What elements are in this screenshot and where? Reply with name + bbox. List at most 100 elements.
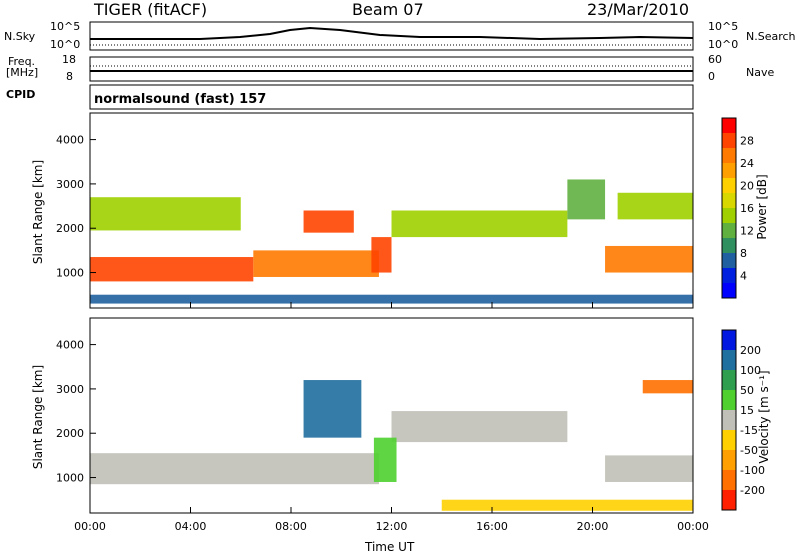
power-cbar-swatch bbox=[722, 133, 736, 149]
power-cbar-swatch bbox=[722, 118, 736, 134]
xtick-label: 20:00 bbox=[577, 520, 609, 533]
power-ytick: 1000 bbox=[56, 267, 84, 280]
beam-title: Beam 07 bbox=[352, 0, 424, 19]
power-cell bbox=[567, 179, 606, 220]
xtick-label: 08:00 bbox=[275, 520, 307, 533]
power-ytick: 3000 bbox=[56, 178, 84, 191]
power-cbar-swatch bbox=[722, 193, 736, 209]
power-cbar-tick: 24 bbox=[740, 157, 754, 170]
velocity-cbar-tick: 15 bbox=[740, 404, 754, 417]
xtick-label: 16:00 bbox=[476, 520, 508, 533]
power-cbar-tick: 12 bbox=[740, 225, 754, 238]
velocity-cell bbox=[90, 453, 379, 485]
velocity-ytick: 1000 bbox=[56, 472, 84, 485]
freq-tick-bottom: 8 bbox=[66, 70, 73, 83]
velocity-cbar-tick: -50 bbox=[740, 444, 758, 457]
axis-ticks: 4000 3000 2000 1000 4000 3000 2000 1000 00:00 04:… bbox=[56, 134, 709, 533]
power-ylabel: Slant Range [km] bbox=[31, 159, 45, 265]
velocity-cbar-swatch bbox=[722, 470, 736, 491]
power-cbar-swatch bbox=[722, 283, 736, 299]
noise-tick-top: 10^5 bbox=[50, 20, 81, 33]
power-cbar-swatch bbox=[722, 268, 736, 284]
nsky-label: N.Sky bbox=[4, 30, 36, 43]
velocity-cell bbox=[642, 380, 693, 394]
xtick-label: 12:00 bbox=[376, 520, 408, 533]
nave-tick-top: 60 bbox=[708, 53, 722, 66]
power-cell bbox=[303, 210, 354, 233]
velocity-colorbar: 200 100 50 15 -15 -50 -100 -200 bbox=[721, 329, 765, 511]
power-cbar-tick: 28 bbox=[740, 135, 754, 148]
xtick-label: 04:00 bbox=[175, 520, 207, 533]
velocity-cbar-tick: -100 bbox=[740, 464, 765, 477]
velocity-cbar-swatch bbox=[722, 350, 736, 371]
nave-tick-bottom: 0 bbox=[708, 70, 715, 83]
velocity-panel bbox=[90, 380, 693, 511]
power-cell bbox=[391, 210, 568, 238]
power-cbar-frame bbox=[721, 117, 737, 299]
power-cell bbox=[605, 245, 693, 273]
nsearch-label: N.Search bbox=[746, 30, 796, 43]
velocity-ytick: 3000 bbox=[56, 383, 84, 396]
velocity-cbar-swatch bbox=[722, 490, 736, 511]
power-cbar-tick: 4 bbox=[740, 270, 747, 283]
velocity-cbar-swatch bbox=[722, 410, 736, 431]
power-panel bbox=[90, 179, 693, 304]
velocity-cell bbox=[303, 380, 362, 438]
xtick-label: 00:00 bbox=[74, 520, 106, 533]
velocity-ylabel: Slant Range [km] bbox=[31, 364, 45, 470]
nsky-trace bbox=[90, 26, 694, 41]
velocity-cell bbox=[441, 499, 693, 511]
power-cell bbox=[90, 197, 241, 231]
power-cbar-swatch bbox=[722, 163, 736, 179]
velocity-cbar-swatch bbox=[722, 330, 736, 351]
noise-tick-bottom: 10^0 bbox=[50, 38, 81, 51]
noise-tick-top-right: 10^5 bbox=[708, 20, 739, 33]
velocity-cbar-tick: 200 bbox=[740, 344, 761, 357]
power-colorbar: 28 24 20 16 12 8 4 bbox=[721, 117, 754, 299]
velocity-cbar-swatch bbox=[722, 450, 736, 471]
freq-panel bbox=[89, 56, 694, 82]
velocity-cbar-tick: -200 bbox=[740, 484, 765, 497]
power-cbar-tick: 20 bbox=[740, 180, 754, 193]
power-cbar-swatch bbox=[722, 208, 736, 224]
power-cell bbox=[90, 257, 254, 282]
velocity-cbar-label: Velocity [m s⁻¹] bbox=[757, 370, 771, 464]
power-ytick: 4000 bbox=[56, 134, 84, 147]
power-cell bbox=[90, 294, 693, 304]
cpid-text: normalsound (fast) 157 bbox=[94, 92, 267, 107]
cpid-panel bbox=[89, 84, 694, 110]
power-cbar-label: Power [dB] bbox=[755, 174, 769, 240]
power-cbar-tick: 8 bbox=[740, 247, 747, 260]
velocity-cbar-frame bbox=[721, 329, 737, 511]
power-cbar-swatch bbox=[722, 178, 736, 194]
velocity-cbar-tick: 50 bbox=[740, 384, 754, 397]
xaxis-label: Time UT bbox=[365, 540, 415, 554]
radar-title: TIGER (fitACF) bbox=[94, 0, 208, 19]
velocity-cbar-tick: 100 bbox=[740, 364, 761, 377]
velocity-cell bbox=[391, 411, 568, 443]
power-cbar-swatch bbox=[722, 148, 736, 164]
power-cbar-swatch bbox=[722, 238, 736, 254]
velocity-cell bbox=[373, 437, 397, 482]
noise-panel bbox=[89, 21, 694, 51]
xtick-label: 00:00 bbox=[677, 520, 709, 533]
velocity-cbar-swatch bbox=[722, 370, 736, 391]
freq-label: Freq. bbox=[8, 55, 36, 68]
power-cell bbox=[617, 192, 693, 220]
velocity-cell bbox=[605, 455, 693, 482]
velocity-cbar-swatch bbox=[722, 390, 736, 411]
velocity-cbar-swatch bbox=[722, 430, 736, 451]
power-cbar-swatch bbox=[722, 223, 736, 239]
power-cell bbox=[371, 237, 392, 273]
power-cbar-tick: 16 bbox=[740, 202, 754, 215]
date-title: 23/Mar/2010 bbox=[587, 0, 690, 19]
freq-unit-label: [MHz] bbox=[6, 66, 39, 79]
freq-tick-top: 18 bbox=[62, 53, 76, 66]
velocity-ytick: 2000 bbox=[56, 427, 84, 440]
velocity-ytick: 4000 bbox=[56, 339, 84, 352]
noise-tick-bottom-right: 10^0 bbox=[708, 38, 739, 51]
cpid-label: CPID bbox=[6, 88, 36, 101]
power-ytick: 2000 bbox=[56, 222, 84, 235]
power-cbar-swatch bbox=[722, 253, 736, 269]
